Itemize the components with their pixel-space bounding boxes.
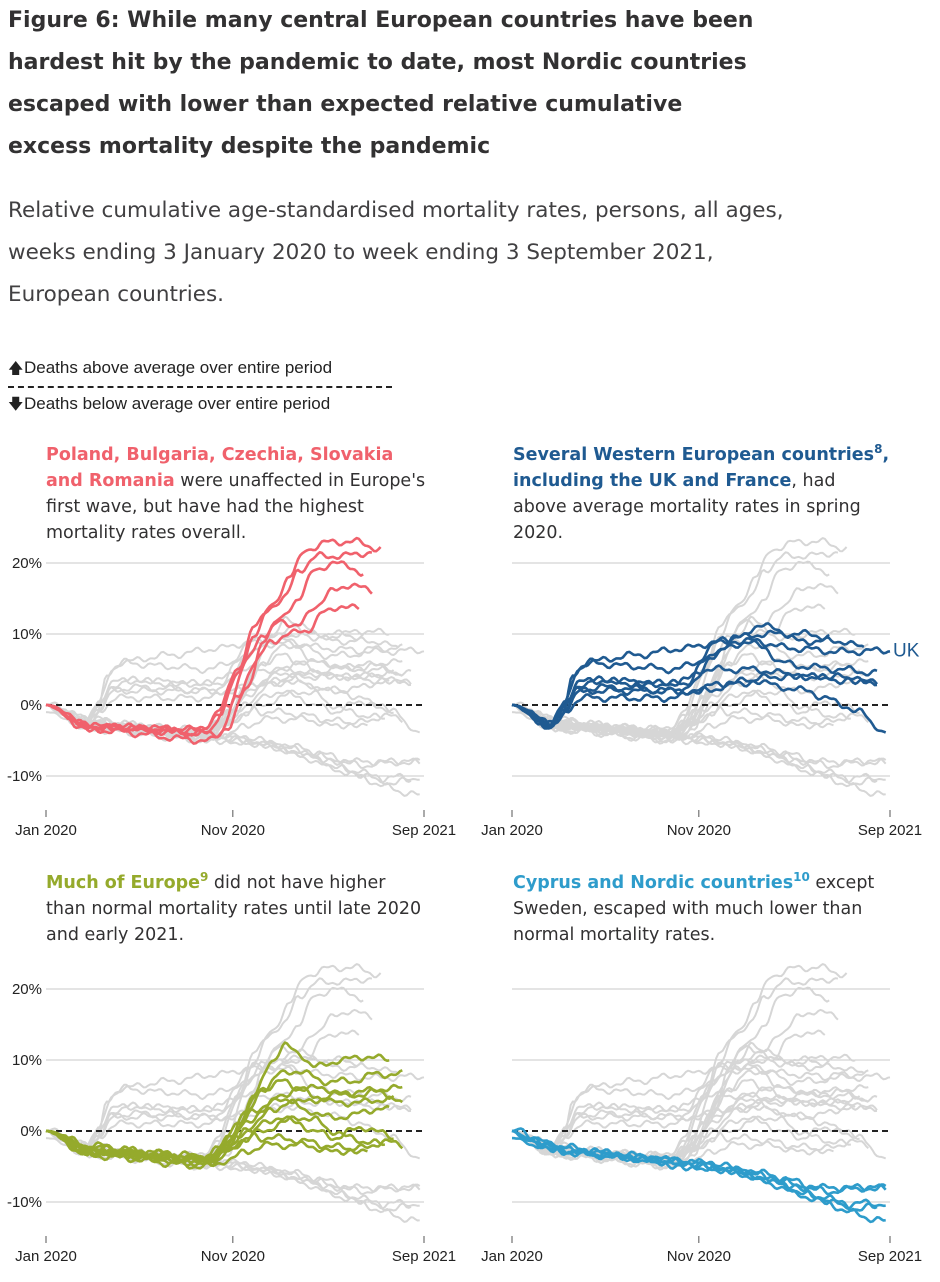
highlight-series-line bbox=[511, 676, 887, 734]
legend: 🡅Deaths above average over entire period… bbox=[8, 356, 408, 420]
background-series-line bbox=[511, 1127, 834, 1161]
highlight-series-line bbox=[511, 1136, 886, 1224]
y-tick-label: 0% bbox=[20, 697, 42, 714]
chart-subtitle: Relative cumulative age-standardised mor… bbox=[8, 198, 784, 307]
x-tick-label: Sep 2021 bbox=[858, 1248, 922, 1265]
y-tick-label: -10% bbox=[7, 1194, 42, 1211]
x-tick-label: Jan 2020 bbox=[481, 1248, 543, 1265]
legend-above: 🡅Deaths above average over entire period bbox=[8, 358, 332, 383]
panel-br-rest: except Sweden, escaped with much lower t… bbox=[513, 873, 875, 945]
panel-bl-sup: 9 bbox=[200, 870, 209, 885]
panel-tl-bold: Poland, Bulgaria, Czechia, Slovakia and … bbox=[46, 445, 394, 491]
panel-text-top-left: Poland, Bulgaria, Czechia, Slovakia and … bbox=[46, 442, 426, 546]
background-series-line bbox=[511, 704, 886, 786]
x-tick-label: Sep 2021 bbox=[392, 1248, 456, 1265]
panel-br-sup: 10 bbox=[793, 870, 810, 885]
legend-below: 🡇Deaths below average over entire period bbox=[8, 394, 330, 419]
y-tick-label: 20% bbox=[12, 981, 42, 998]
panel-br: Jan 2020 Nov 2020 Sep 2021 bbox=[481, 963, 922, 1265]
panel-tr-bold-b: , including the UK and France bbox=[513, 445, 890, 491]
panel-text-top-right: Several Western European countries8, inc… bbox=[513, 442, 893, 546]
x-tick-label: Nov 2020 bbox=[201, 1248, 265, 1265]
panel-tr-bold-a: Several Western European countries bbox=[513, 445, 875, 465]
highlight-series-line bbox=[45, 1115, 394, 1167]
x-tick-label: Nov 2020 bbox=[201, 822, 265, 839]
legend-above-label: Deaths above average over entire period bbox=[24, 358, 333, 377]
background-series-line bbox=[45, 701, 368, 735]
panel-tl: 20% 10% 0% -10% Jan 2020 Nov 2020 Sep 2021 bbox=[7, 536, 456, 839]
highlight-series-line bbox=[45, 1127, 368, 1161]
highlight-series-line bbox=[45, 1129, 404, 1170]
panel-text-bottom-right: Cyprus and Nordic countries10 except Swe… bbox=[513, 870, 893, 948]
x-tick-label: Jan 2020 bbox=[15, 822, 77, 839]
y-tick-label: -10% bbox=[7, 768, 42, 785]
highlight-series-line bbox=[45, 603, 360, 739]
background-series-line bbox=[45, 1090, 412, 1156]
x-tick-label: Nov 2020 bbox=[667, 822, 731, 839]
y-tick-label: 10% bbox=[12, 1052, 42, 1069]
background-series-line bbox=[511, 711, 886, 797]
background-series-line bbox=[45, 664, 412, 730]
y-tick-label: 20% bbox=[12, 555, 42, 572]
x-tick-label: Nov 2020 bbox=[667, 1248, 731, 1265]
background-series-line bbox=[511, 701, 834, 735]
y-tick-label: 0% bbox=[20, 1123, 42, 1140]
chart-title: Figure 6: While many central European co… bbox=[8, 8, 754, 159]
panel-br-bold: Cyprus and Nordic countries bbox=[513, 873, 794, 893]
panel-tr: Jan 2020 Nov 2020 Sep 2021 UK bbox=[481, 537, 922, 839]
panel-tr-rest: , had above average mortality rates in s… bbox=[513, 471, 861, 543]
panel-bl-bold: Much of Europe bbox=[46, 873, 200, 893]
x-tick-label: Sep 2021 bbox=[392, 822, 456, 839]
background-series-line bbox=[511, 1090, 878, 1156]
panel-tr-sup: 8 bbox=[874, 442, 883, 457]
legend-below-label: Deaths below average over entire period bbox=[24, 394, 331, 413]
panel-tl-rest: were unaffected in Europe's first wave, … bbox=[46, 471, 426, 543]
highlight-series-line bbox=[511, 672, 878, 726]
uk-series-label: UK bbox=[893, 641, 920, 662]
x-tick-label: Sep 2021 bbox=[858, 822, 922, 839]
panel-bl: 20% 10% 0% -10% Jan 2020 Nov 2020 Sep 2021 bbox=[7, 963, 456, 1265]
panel-bl-rest: did not have higher than normal mortalit… bbox=[46, 873, 422, 945]
highlight-series-line bbox=[45, 582, 373, 745]
x-tick-label: Jan 2020 bbox=[481, 822, 543, 839]
panel-text-bottom-left: Much of Europe9 did not have higher than… bbox=[46, 870, 426, 948]
y-tick-label: 10% bbox=[12, 626, 42, 643]
highlight-series-line bbox=[511, 664, 879, 730]
x-tick-label: Jan 2020 bbox=[15, 1248, 77, 1265]
legend-divider bbox=[8, 386, 392, 388]
highlight-series-line bbox=[45, 1083, 403, 1165]
